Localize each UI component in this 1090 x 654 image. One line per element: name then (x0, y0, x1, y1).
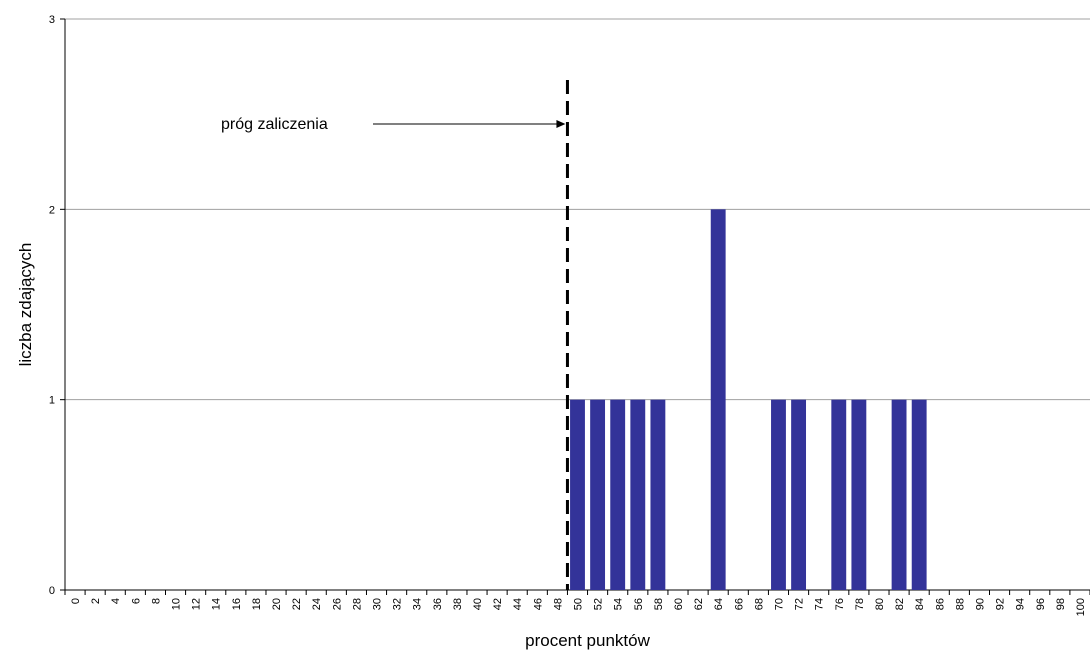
x-tick-label: 28 (351, 598, 363, 610)
x-tick-label: 10 (171, 598, 183, 610)
bar-70 (771, 399, 786, 590)
x-tick-label: 60 (673, 598, 685, 610)
x-tick-label: 42 (492, 598, 504, 610)
x-tick-label: 58 (653, 598, 665, 610)
x-tick-label: 80 (874, 598, 886, 610)
x-tick-label: 62 (693, 598, 705, 610)
x-tick-label: 6 (130, 598, 142, 604)
x-tick-label: 98 (1055, 598, 1067, 610)
y-tick-label: 2 (49, 204, 55, 216)
x-tick-label: 68 (753, 598, 765, 610)
x-tick-label: 64 (713, 598, 725, 610)
x-tick-label: 12 (191, 598, 203, 610)
x-axis-label: procent punktów (525, 631, 650, 650)
bars (570, 209, 927, 591)
x-tick-label: 2 (90, 598, 102, 604)
bar-50 (570, 399, 585, 590)
x-tick-label: 34 (412, 598, 424, 610)
x-tick-label: 0 (70, 598, 82, 604)
x-tick-label: 20 (271, 598, 283, 610)
x-tick-label: 24 (311, 598, 323, 610)
x-tick-label: 94 (1015, 598, 1027, 610)
bar-56 (630, 399, 646, 590)
x-tick-label: 88 (954, 598, 966, 610)
x-tick-label: 18 (251, 598, 263, 610)
x-tick-label: 30 (372, 598, 384, 610)
x-tick-label: 100 (1075, 598, 1087, 616)
threshold-label: próg zaliczenia (221, 116, 328, 133)
x-tick-label: 36 (432, 598, 444, 610)
x-tick-label: 8 (150, 598, 162, 604)
bar-78 (851, 399, 867, 590)
threshold-annotation: próg zaliczenia (221, 80, 569, 590)
x-tick-label: 82 (894, 598, 906, 610)
bar-54 (610, 399, 626, 590)
x-tick-label: 66 (733, 598, 745, 610)
threshold-arrowhead-icon (556, 120, 566, 128)
x-tick-label: 52 (593, 598, 605, 610)
x-tick-label: 76 (834, 598, 846, 610)
x-tick-label: 14 (211, 598, 223, 610)
x-tick-label: 54 (613, 598, 625, 610)
x-tick-label: 22 (291, 598, 303, 610)
x-tick-labels: 0 2 4 6 8 10 12 14 16 18 20 22 24 26 28 30 32 34 36 38 40 42 4… (70, 598, 1087, 616)
x-tick-label: 4 (110, 598, 122, 604)
x-tick-label: 56 (633, 598, 645, 610)
y-tick-labels: 0 1 2 3 (49, 14, 55, 597)
x-tick-label: 50 (573, 598, 585, 610)
x-tick-label: 40 (472, 598, 484, 610)
x-tick-label: 48 (552, 598, 564, 610)
x-tick-label: 74 (814, 598, 826, 610)
bar-84 (911, 399, 927, 590)
x-tick-label: 96 (1035, 598, 1047, 610)
x-tick-label: 44 (512, 598, 524, 610)
y-tick-label: 3 (49, 14, 55, 26)
x-tick-label: 38 (452, 598, 464, 610)
y-tick-label: 0 (49, 585, 55, 597)
bar-82 (891, 399, 907, 590)
x-tick-label: 90 (974, 598, 986, 610)
x-tick-label: 86 (934, 598, 946, 610)
y-axis-label: liczba zdających (16, 243, 35, 367)
x-tick-label: 32 (392, 598, 404, 610)
x-tick-label: 92 (995, 598, 1007, 610)
x-tick-label: 72 (794, 598, 806, 610)
x-tick-label: 46 (532, 598, 544, 610)
bar-76 (831, 399, 847, 590)
gridlines (65, 18, 1090, 401)
bar-52 (590, 399, 606, 590)
y-tick-label: 1 (49, 395, 55, 407)
x-tick-label: 70 (773, 598, 785, 610)
x-tick-label: 84 (914, 598, 926, 610)
x-tick-label: 26 (331, 598, 343, 610)
bar-72 (791, 399, 807, 590)
bar-64 (710, 209, 726, 591)
x-tick-label: 16 (231, 598, 243, 610)
x-tick-label: 78 (854, 598, 866, 610)
bar-58 (650, 399, 666, 590)
